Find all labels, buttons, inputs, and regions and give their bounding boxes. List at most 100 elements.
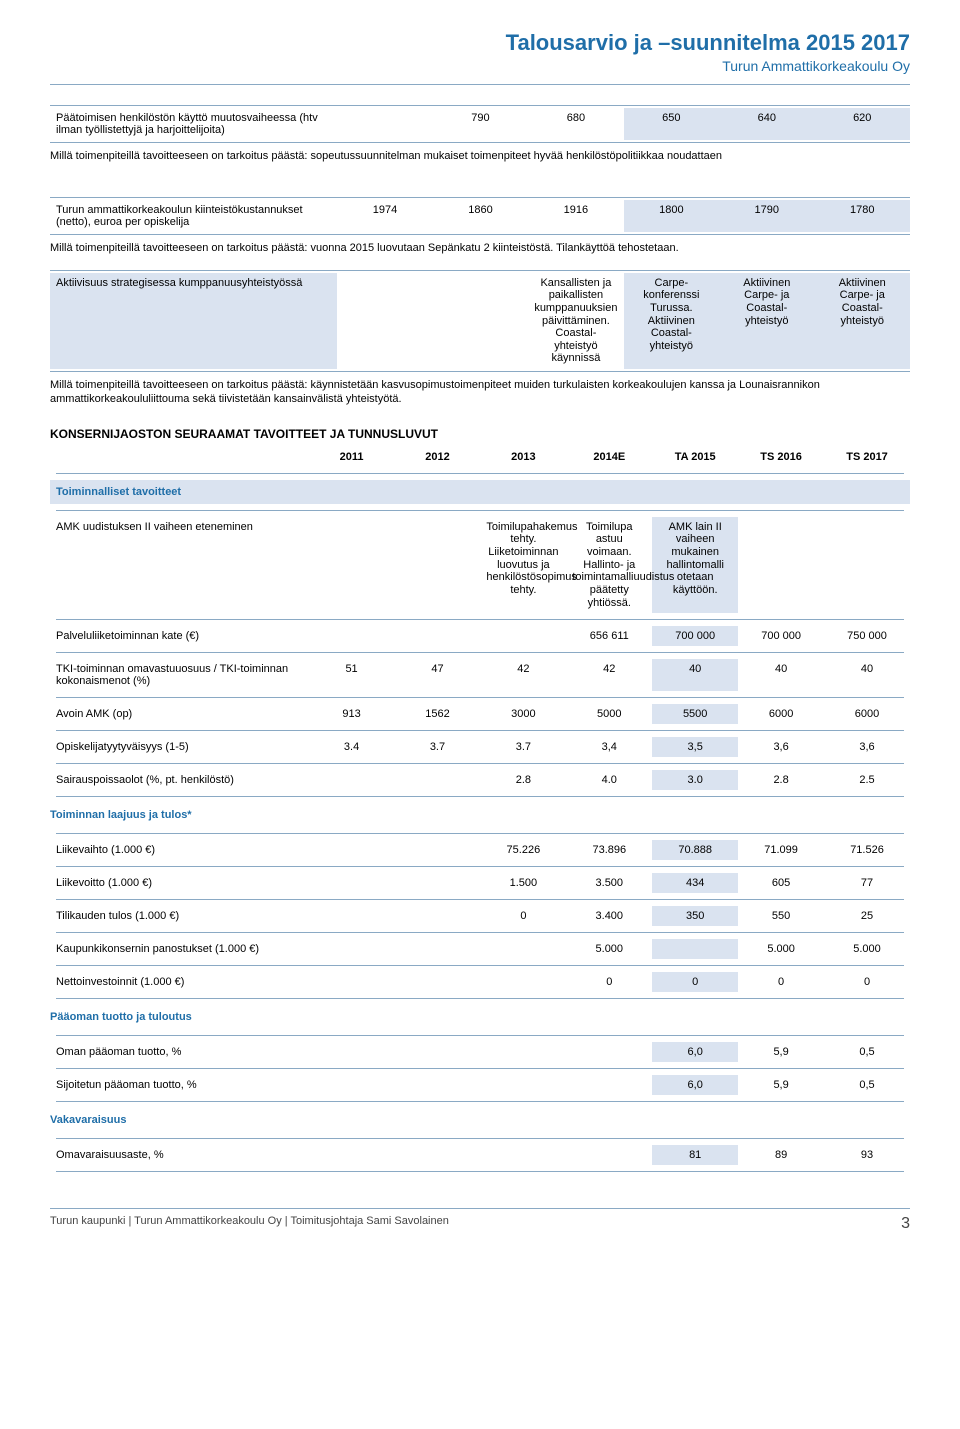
cell: 81 <box>652 1145 738 1165</box>
row-label: Sairauspoissaolot (%, pt. henkilöstö) <box>50 770 309 790</box>
cell: 1790 <box>719 200 814 232</box>
cell: 5000 <box>566 704 652 724</box>
cell: Toimilupa astuu voimaan. Hallinto- ja to… <box>566 517 652 613</box>
cell: 0 <box>824 972 910 992</box>
divider <box>50 270 910 271</box>
cell: 656 611 <box>566 626 652 646</box>
col-2012: 2012 <box>395 447 481 467</box>
cell: 1800 <box>624 200 719 232</box>
cell: 1780 <box>815 200 911 232</box>
cell: 434 <box>652 873 738 893</box>
cell: 2.5 <box>824 770 910 790</box>
cell: 3.400 <box>566 906 652 926</box>
row-label: Nettoinvestoinnit (1.000 €) <box>50 972 309 992</box>
cell: 42 <box>480 659 566 691</box>
cell: 3.500 <box>566 873 652 893</box>
block3-label: Aktiivisuus strategisessa kumppanuusyhte… <box>50 273 337 369</box>
cell: 42 <box>566 659 652 691</box>
cell: 5,9 <box>738 1042 824 1062</box>
row-label: Opiskelijatyytyväisyys (1-5) <box>50 737 309 757</box>
cell: 71.526 <box>824 840 910 860</box>
col-2013: 2013 <box>480 447 566 467</box>
cell: 620 <box>815 108 911 140</box>
header-divider <box>50 84 910 85</box>
row-label: Avoin AMK (op) <box>50 704 309 724</box>
page-subtitle: Turun Ammattikorkeakoulu Oy <box>50 58 910 74</box>
cell: 3,5 <box>652 737 738 757</box>
divider <box>50 371 910 372</box>
divider <box>50 197 910 198</box>
cell: 0 <box>738 972 824 992</box>
cell: 680 <box>528 108 623 140</box>
cell: 77 <box>824 873 910 893</box>
cell: 75.226 <box>480 840 566 860</box>
block2-table: Turun ammattikorkeakoulun kiinteistökust… <box>50 200 910 232</box>
cell: 650 <box>624 108 719 140</box>
cell: 40 <box>738 659 824 691</box>
row-label: Sijoitetun pääoman tuotto, % <box>50 1075 309 1095</box>
cell: 913 <box>309 704 395 724</box>
sec-paa: Pääoman tuotto ja tuloutus <box>50 1005 910 1029</box>
footer-page: 3 <box>901 1215 910 1233</box>
kpi-title: KONSERNIJAOSTON SEURAAMAT TAVOITTEET JA … <box>50 427 910 441</box>
divider <box>50 105 910 106</box>
cell: 6,0 <box>652 1075 738 1095</box>
col-ta2015: TA 2015 <box>652 447 738 467</box>
cell: 0,5 <box>824 1042 910 1062</box>
divider <box>50 234 910 235</box>
col-ts2017: TS 2017 <box>824 447 910 467</box>
block1-note: Millä toimenpiteillä tavoitteeseen on ta… <box>50 149 910 163</box>
block1-table: Päätoimisen henkilöstön käyttö muutosvai… <box>50 108 910 140</box>
cell: 25 <box>824 906 910 926</box>
cell: 1916 <box>528 200 623 232</box>
block2-note: Millä toimenpiteillä tavoitteeseen on ta… <box>50 241 910 255</box>
cell: 700 000 <box>652 626 738 646</box>
cell: 5.000 <box>566 939 652 959</box>
cell: 6,0 <box>652 1042 738 1062</box>
cell: 3.4 <box>309 737 395 757</box>
row-label: Tilikauden tulos (1.000 €) <box>50 906 309 926</box>
footer: Turun kaupunki | Turun Ammattikorkeakoul… <box>50 1208 910 1233</box>
sec-laajuus: Toiminnan laajuus ja tulos* <box>50 803 910 827</box>
block2-label: Turun ammattikorkeakoulun kiinteistökust… <box>50 200 337 232</box>
cell: Kansallisten ja paikallisten kumppanuuks… <box>528 273 623 369</box>
col-2011: 2011 <box>309 447 395 467</box>
col-ts2016: TS 2016 <box>738 447 824 467</box>
cell: 73.896 <box>566 840 652 860</box>
block3-note: Millä toimenpiteillä tavoitteeseen on ta… <box>50 378 910 407</box>
cell: Aktiivinen Carpe- ja Coastal-yhteistyö <box>719 273 814 369</box>
cell: 5.000 <box>824 939 910 959</box>
row-label: Omavaraisuusaste, % <box>50 1145 309 1165</box>
cell: 4.0 <box>566 770 652 790</box>
cell: 0,5 <box>824 1075 910 1095</box>
cell: 0 <box>480 906 566 926</box>
cell: 1562 <box>395 704 481 724</box>
cell: Toimilupahakemus tehty. Liiketoiminnan l… <box>480 517 566 613</box>
cell: 3.7 <box>395 737 481 757</box>
cell: 6000 <box>738 704 824 724</box>
cell: 70.888 <box>652 840 738 860</box>
sec-vaka: Vakavaraisuus <box>50 1108 910 1132</box>
cell: 6000 <box>824 704 910 724</box>
cell: 700 000 <box>738 626 824 646</box>
sec-toiminnalliset: Toiminnalliset tavoitteet <box>50 480 910 504</box>
cell: 3,6 <box>824 737 910 757</box>
cell: 1860 <box>433 200 528 232</box>
page-title: Talousarvio ja –suunnitelma 2015 2017 <box>50 30 910 56</box>
cell: 5,9 <box>738 1075 824 1095</box>
cell: 1.500 <box>480 873 566 893</box>
cell: 3.7 <box>480 737 566 757</box>
row-label: Oman pääoman tuotto, % <box>50 1042 309 1062</box>
row-label: Liikevaihto (1.000 €) <box>50 840 309 860</box>
cell: 605 <box>738 873 824 893</box>
cell: 2.8 <box>738 770 824 790</box>
cell: 0 <box>566 972 652 992</box>
block3-table: Aktiivisuus strategisessa kumppanuusyhte… <box>50 273 910 369</box>
cell: 640 <box>719 108 814 140</box>
cell: 5.000 <box>738 939 824 959</box>
cell: 750 000 <box>824 626 910 646</box>
col-2014e: 2014E <box>566 447 652 467</box>
cell: 40 <box>824 659 910 691</box>
row-label: TKI-toiminnan omavastuuosuus / TKI-toimi… <box>50 659 309 691</box>
cell: 350 <box>652 906 738 926</box>
